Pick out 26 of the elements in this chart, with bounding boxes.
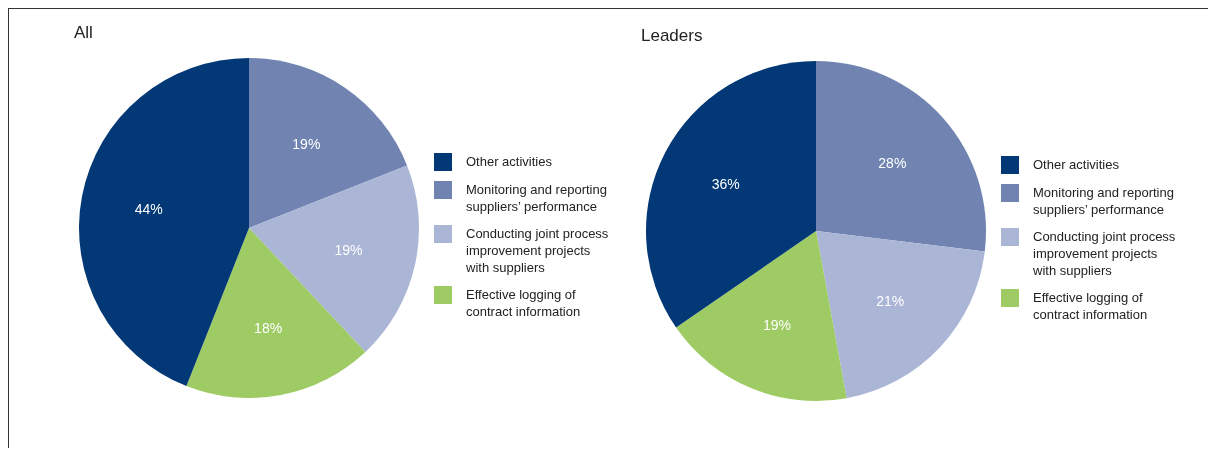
pie-slice [249, 165, 419, 352]
data-label: 44% [134, 200, 163, 217]
data-label: 36% [711, 175, 740, 192]
pie-slice [816, 61, 986, 252]
legend-label: Effective logging of contract information [1033, 289, 1149, 323]
chart-title: Leaders [641, 26, 703, 46]
pie-slice [816, 231, 985, 399]
legend-label: Other activities [1033, 156, 1120, 173]
pie-slice [79, 58, 249, 387]
chart-title: All [74, 23, 93, 43]
data-label: 28% [878, 155, 907, 172]
pie-slice [249, 58, 408, 228]
legend-label: Monitoring and reporting suppliers’ performance [466, 181, 608, 215]
data-label: 19% [334, 242, 363, 259]
pie-slice [186, 228, 366, 398]
data-label: 21% [876, 292, 905, 309]
legend-label: Effective logging of contract information [466, 286, 582, 320]
legend-label: Other activities [466, 153, 553, 170]
legend-label: Monitoring and reporting suppliers’ performance [1033, 184, 1175, 218]
data-label: 19% [292, 135, 321, 152]
legend-label: Conducting joint process improvement projects with suppliers [466, 225, 610, 276]
pie-slice [676, 231, 847, 401]
data-label: 19% [762, 317, 791, 334]
legend-label: Conducting joint process improvement projects with suppliers [1033, 228, 1177, 279]
pie-slice [646, 61, 816, 328]
data-label: 18% [254, 320, 283, 337]
